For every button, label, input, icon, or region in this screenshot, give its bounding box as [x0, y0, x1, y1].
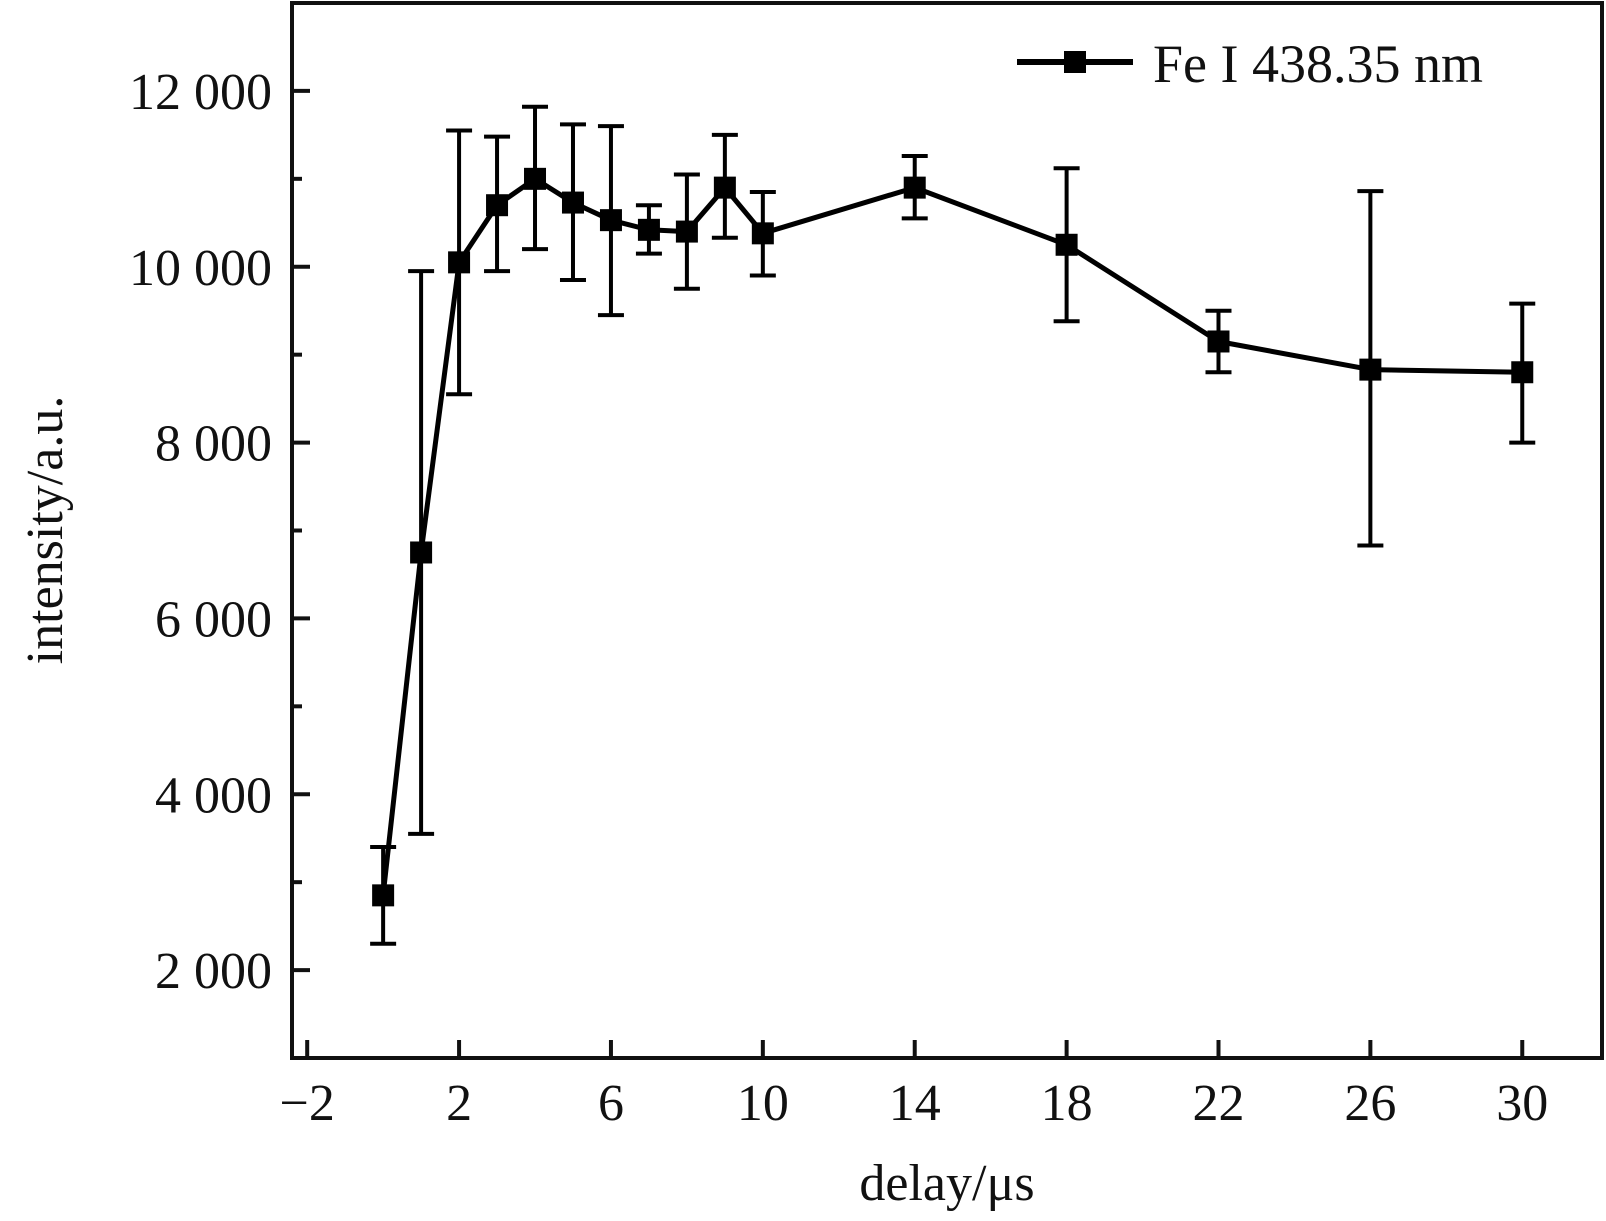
- error-bars: [370, 104, 1536, 946]
- x-tick-label: 10: [737, 1075, 789, 1132]
- x-tick-label: 18: [1041, 1075, 1093, 1132]
- legend: Fe I 438.35 nm: [1017, 34, 1483, 94]
- plot-frame: [290, 1, 1604, 1060]
- series-lines: [380, 176, 1523, 896]
- data-point: [561, 191, 584, 214]
- data-point: [1359, 358, 1382, 381]
- data-point: [448, 251, 471, 274]
- data-point: [637, 218, 660, 241]
- x-tick-label: −2: [280, 1075, 335, 1132]
- y-axis-title: intensity/a.u.: [17, 396, 74, 665]
- x-tick-label: 6: [598, 1075, 624, 1132]
- y-tick-label: 6 000: [155, 591, 272, 648]
- data-point: [713, 176, 736, 199]
- x-axis-ticks: −2 2 6 10 14 18 22 26 30: [280, 1040, 1548, 1132]
- x-axis-title: delay/μs: [859, 1155, 1034, 1212]
- data-point: [1207, 330, 1230, 353]
- x-tick-label: 14: [889, 1075, 941, 1132]
- x-tick-label: 26: [1344, 1075, 1396, 1132]
- series-line: [380, 176, 1523, 896]
- data-point: [410, 541, 433, 564]
- y-tick-label: 12 000: [129, 64, 272, 121]
- data-point: [599, 209, 622, 232]
- x-tick-label: 22: [1192, 1075, 1244, 1132]
- data-point: [675, 220, 698, 243]
- data-point: [372, 884, 395, 907]
- series-markers: [372, 167, 1534, 907]
- legend-marker: [1064, 51, 1086, 73]
- data-point: [903, 176, 926, 199]
- y-tick-label: 4 000: [155, 767, 272, 824]
- legend-label: Fe I 438.35 nm: [1153, 34, 1483, 94]
- data-point: [751, 222, 774, 245]
- y-tick-label: 2 000: [155, 943, 272, 1000]
- data-point: [1511, 361, 1534, 384]
- y-tick-label: 10 000: [129, 240, 272, 297]
- data-point: [486, 194, 509, 217]
- x-tick-label: 2: [446, 1075, 472, 1132]
- data-point: [524, 167, 547, 190]
- data-point: [1055, 233, 1078, 256]
- y-tick-label: 8 000: [155, 416, 272, 473]
- y-axis-ticks: 2 000 4 000 6 000 8 000 10 000 12 000: [129, 64, 310, 1000]
- x-tick-label: 30: [1496, 1075, 1548, 1132]
